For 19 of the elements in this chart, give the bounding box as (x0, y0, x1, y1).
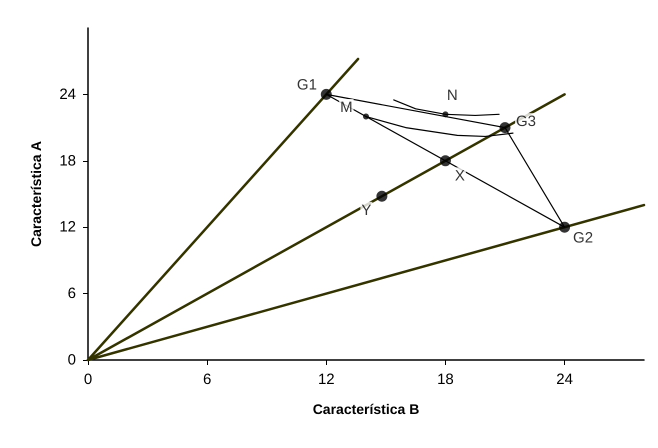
x-axis-title: Característica B (312, 401, 420, 417)
y-tick-label: 6 (68, 285, 76, 302)
y-axis-title: Característica A (28, 140, 44, 248)
x-tick-label: 0 (84, 371, 92, 388)
y-tick-label: 24 (59, 86, 76, 103)
annotation: G1 (296, 76, 317, 94)
annotation: X (454, 167, 465, 184)
x-tick-label: 12 (318, 371, 335, 388)
x-tick-label: 24 (556, 371, 573, 388)
annotation: N (446, 86, 458, 104)
x-tick-label: 18 (437, 371, 454, 388)
annotation: G3 (516, 113, 536, 130)
y-tick-label: 0 (68, 352, 76, 368)
y-tick-label: 18 (59, 152, 76, 170)
annotation: G2 (573, 230, 594, 247)
annotation: M (340, 99, 353, 116)
annotation: Y (361, 202, 372, 219)
y-tick-label: 12 (59, 218, 76, 236)
x-tick-label: 6 (202, 371, 212, 388)
